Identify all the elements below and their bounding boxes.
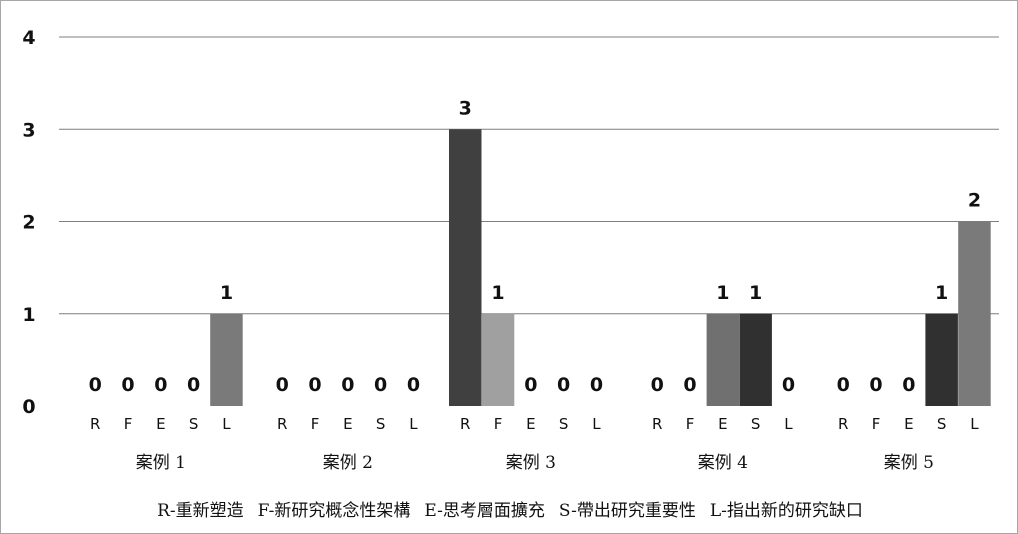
group-label-3: 案例 3	[506, 453, 556, 473]
bar-group4-e	[706, 313, 740, 406]
x-code-group3-l: L	[592, 415, 601, 433]
data-label-group4-l: 0	[782, 374, 795, 396]
data-label-group1-f: 0	[121, 374, 134, 396]
data-label-group5-f: 0	[869, 374, 882, 396]
group-labels: 案例 1 案例 2 案例 3 案例 4 案例 5	[136, 453, 934, 473]
data-label-group5-s: 1	[935, 282, 948, 304]
x-code-group3-f: F	[494, 415, 503, 433]
data-label-group2-e: 0	[341, 374, 354, 396]
x-code-group5-r: R	[838, 415, 848, 433]
x-code-group3-r: R	[460, 415, 470, 433]
y-tick-3: 3	[22, 119, 35, 141]
data-label-group4-r: 0	[651, 374, 664, 396]
data-label-group2-f: 0	[308, 374, 321, 396]
data-label-group1-r: 0	[89, 374, 102, 396]
data-label-group2-l: 0	[407, 374, 420, 396]
data-label-group3-e: 0	[524, 374, 537, 396]
x-code-group4-r: R	[652, 415, 662, 433]
bar-group3-r	[449, 129, 482, 406]
data-label-group1-l: 1	[220, 282, 233, 304]
x-code-group1-f: F	[124, 415, 133, 433]
bar-group1-l	[210, 313, 243, 406]
y-tick-0: 0	[22, 396, 35, 418]
x-code-group5-l: L	[970, 415, 979, 433]
bar-group5-l	[958, 221, 991, 406]
legend: R-重新塑造 F-新研究概念性架構 E-思考層面擴充 S-帶出研究重要性 L-指…	[1, 491, 1018, 525]
x-code-group2-r: R	[277, 415, 287, 433]
legend-item-f: F-新研究概念性架構	[257, 500, 411, 521]
data-label-group1-e: 0	[154, 374, 167, 396]
y-tick-1: 1	[22, 304, 35, 326]
bar-group5-s	[925, 313, 958, 406]
data-label-group5-r: 0	[837, 374, 850, 396]
x-code-group1-e: E	[156, 415, 165, 433]
data-label-group4-e: 1	[716, 282, 729, 304]
group-label-5: 案例 5	[884, 453, 934, 473]
bar-group4-s	[739, 313, 772, 406]
y-axis-ticks: 0 1 2 3 4	[22, 27, 35, 418]
data-label-group3-f: 1	[491, 282, 504, 304]
legend-item-l: L-指出新的研究缺口	[709, 500, 863, 521]
y-tick-4: 4	[22, 27, 35, 49]
x-code-group1-r: R	[90, 415, 100, 433]
data-label-group3-r: 3	[459, 97, 472, 119]
bar-group3-f	[481, 313, 515, 406]
legend-item-e: E-思考層面擴充	[424, 500, 545, 521]
data-label-group4-s: 1	[749, 282, 762, 304]
data-label-group2-s: 0	[374, 374, 387, 396]
legend-item-s: S-帶出研究重要性	[558, 500, 696, 521]
x-code-group5-s: S	[937, 415, 947, 433]
group-label-2: 案例 2	[323, 453, 373, 473]
data-label-group5-l: 2	[968, 190, 981, 212]
group-label-1: 案例 1	[136, 453, 186, 473]
data-label-group3-l: 0	[590, 374, 603, 396]
data-label-group1-s: 0	[187, 374, 200, 396]
x-code-group2-l: L	[409, 415, 418, 433]
x-code-group2-f: F	[311, 415, 320, 433]
legend-item-r: R-重新塑造	[157, 500, 244, 521]
x-code-group3-e: E	[526, 415, 535, 433]
y-tick-2: 2	[22, 212, 35, 234]
x-code-group4-l: L	[784, 415, 793, 433]
x-code-group1-s: S	[189, 415, 199, 433]
x-code-group1-l: L	[222, 415, 231, 433]
data-label-group5-e: 0	[902, 374, 915, 396]
data-label-group3-s: 0	[557, 374, 570, 396]
x-code-group2-e: E	[343, 415, 352, 433]
data-label-group4-f: 0	[683, 374, 696, 396]
x-code-group3-s: S	[559, 415, 569, 433]
data-label-group2-r: 0	[276, 374, 289, 396]
x-code-group4-e: E	[718, 415, 727, 433]
x-code-group5-f: F	[872, 415, 881, 433]
x-code-group2-s: S	[376, 415, 386, 433]
x-code-group4-s: S	[751, 415, 761, 433]
x-code-group5-e: E	[904, 415, 913, 433]
gridlines	[59, 36, 999, 315]
bars	[210, 129, 991, 406]
x-code-group4-f: F	[686, 415, 695, 433]
group-label-4: 案例 4	[698, 453, 748, 473]
